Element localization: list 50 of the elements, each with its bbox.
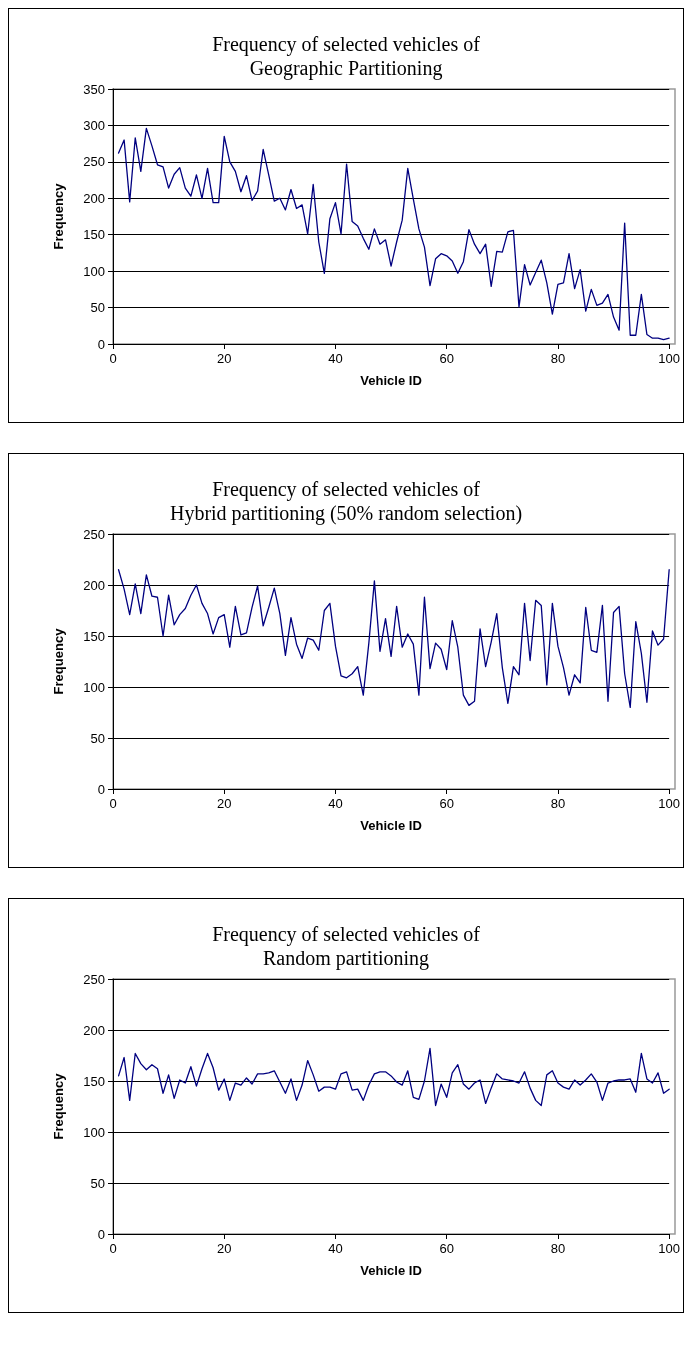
x-tick-label: 0	[109, 796, 117, 811]
y-tick-label: 250	[83, 526, 105, 542]
y-tick-label: 0	[97, 1226, 105, 1242]
x-tick-label: 40	[328, 796, 343, 811]
y-tick-label: 100	[83, 263, 105, 279]
x-axis-title: Vehicle ID	[360, 1263, 422, 1278]
x-tick-label: 20	[217, 796, 232, 811]
y-tick-label: 100	[83, 679, 105, 695]
x-tick-label: 80	[550, 1241, 566, 1256]
x-tick-label: 80	[550, 796, 566, 811]
x-tick-label: 20	[217, 351, 232, 366]
x-tick-label: 60	[439, 1241, 454, 1256]
line-series	[117, 569, 670, 709]
y-tick-label: 150	[83, 1073, 105, 1089]
y-tick-label: 0	[97, 336, 105, 352]
y-axis-title: Frequency	[51, 1072, 66, 1140]
y-tick-label: 50	[90, 730, 105, 746]
y-axis-title: Frequency	[51, 627, 66, 695]
x-tick-label: 40	[328, 1241, 343, 1256]
y-tick-label: 350	[83, 81, 105, 97]
line-series	[117, 127, 670, 341]
line-series	[117, 1047, 670, 1107]
x-tick-label: 80	[550, 351, 566, 366]
chart-title: Frequency of selected vehicles of Hybrid partitioning (50% random selection)	[169, 478, 523, 525]
y-tick-label: 200	[83, 1022, 105, 1038]
x-tick-label: 100	[658, 1241, 681, 1256]
chart-title: Frequency of selected vehicles of Geographic Partitioning	[212, 33, 481, 80]
x-tick-label: 60	[439, 796, 454, 811]
chart-title: Frequency of selected vehicles of Random partitioning	[212, 923, 481, 970]
y-tick-label: 50	[90, 1175, 105, 1191]
y-tick-label: 250	[83, 154, 105, 170]
y-tick-label: 150	[83, 628, 105, 644]
x-tick-label: 40	[328, 351, 343, 366]
y-tick-label: 200	[83, 190, 105, 206]
y-tick-label: 300	[83, 117, 105, 133]
x-tick-label: 0	[109, 1241, 117, 1256]
x-tick-label: 0	[109, 351, 117, 366]
y-tick-label: 200	[83, 577, 105, 593]
x-axis-title: Vehicle ID	[360, 373, 422, 388]
x-tick-label: 100	[658, 796, 681, 811]
y-axis-title: Frequency	[51, 182, 66, 250]
x-tick-label: 20	[217, 1241, 232, 1256]
y-tick-label: 100	[83, 1124, 105, 1140]
x-tick-label: 100	[658, 351, 681, 366]
y-tick-label: 150	[83, 227, 105, 243]
x-axis-title: Vehicle ID	[360, 818, 422, 833]
y-tick-label: 250	[83, 971, 105, 987]
y-tick-label: 50	[90, 300, 105, 316]
y-tick-label: 0	[97, 781, 105, 797]
x-tick-label: 60	[439, 351, 454, 366]
